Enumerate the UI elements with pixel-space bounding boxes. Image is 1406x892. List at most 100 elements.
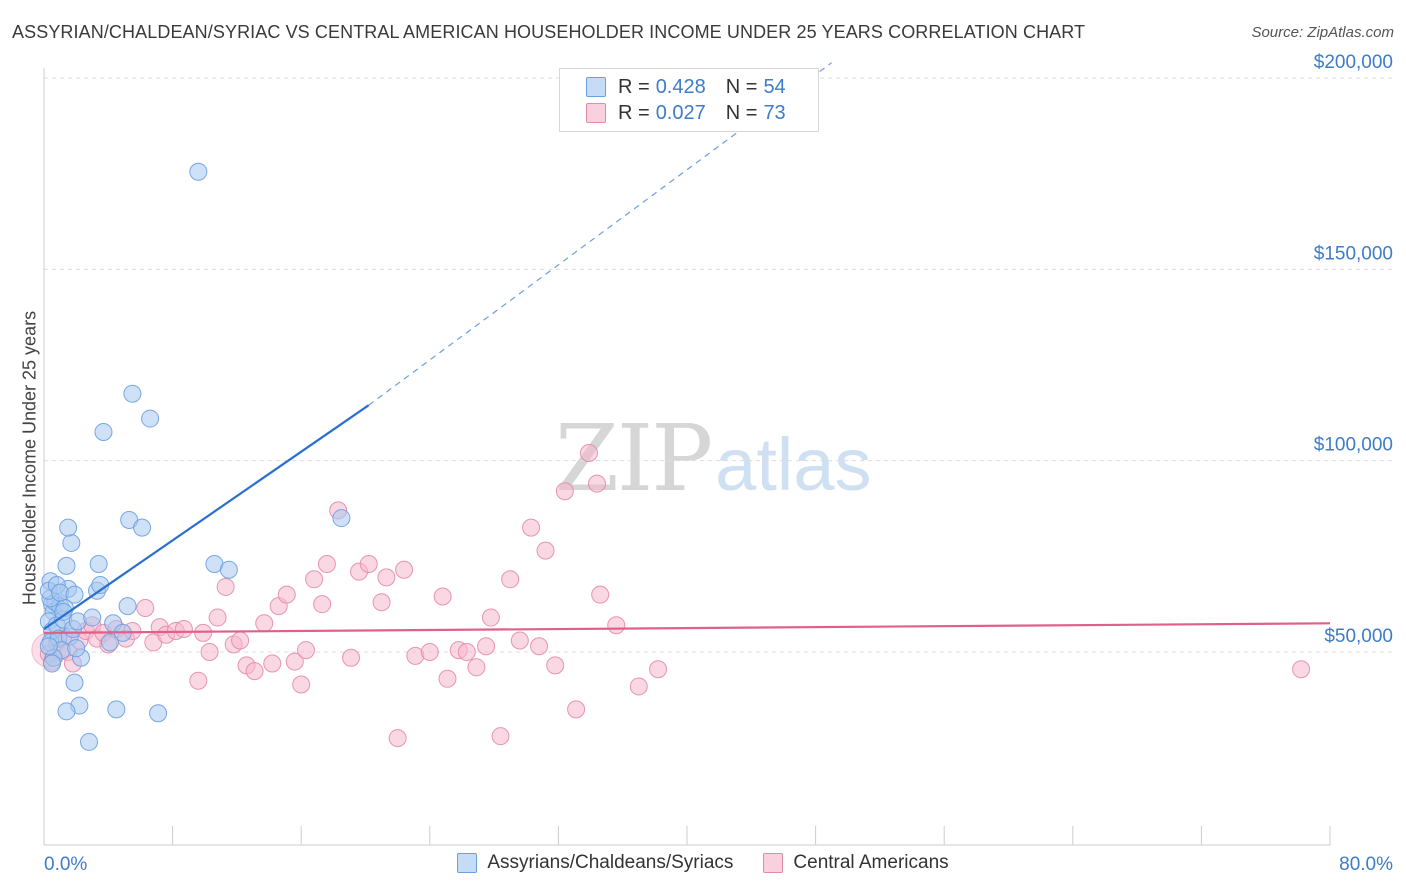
legend-r-label: R = xyxy=(618,101,650,124)
legend-swatch-blue xyxy=(457,853,478,873)
source-label: Source: ZipAtlas.com xyxy=(1251,24,1394,41)
central-american-point xyxy=(433,587,452,606)
central-american-point xyxy=(292,675,311,694)
assyrian-trend-line xyxy=(43,404,370,630)
y-axis-label: Householder Income Under 25 years xyxy=(19,310,40,606)
central-american-point xyxy=(388,729,407,748)
assyrian-point xyxy=(100,633,119,652)
legend-row-central-americans: R = 0.027 N = 73 xyxy=(586,100,786,126)
central-american-points xyxy=(31,444,1311,748)
legend-row-assyrians: R = 0.428 N = 54 xyxy=(586,74,786,100)
central-american-trend-line xyxy=(43,622,1331,634)
central-american-point xyxy=(481,608,500,627)
central-american-point xyxy=(395,560,414,579)
central-american-point xyxy=(567,700,586,719)
legend-n-value: 73 xyxy=(763,101,786,124)
central-american-point xyxy=(194,623,213,642)
central-american-point xyxy=(530,637,549,656)
legend-item-central-americans: Central Americans xyxy=(763,852,949,874)
assyrian-point xyxy=(57,702,76,721)
assyrian-point xyxy=(219,560,238,579)
central-american-point xyxy=(136,598,155,617)
central-american-point xyxy=(522,518,541,537)
legend-n-label: N = xyxy=(725,101,758,124)
assyrian-point xyxy=(107,700,126,719)
assyrian-point xyxy=(62,533,81,552)
correlation-legend: R = 0.428 N = 54 R = 0.027 N = 73 xyxy=(559,68,819,132)
tick-labels: $50,000 $100,000 $150,000 $200,000 0.0% 80.0% xyxy=(44,52,1393,875)
x-tick-label: 80.0% xyxy=(1339,854,1393,875)
central-american-point xyxy=(359,554,378,573)
assyrian-point xyxy=(43,654,62,673)
assyrian-point xyxy=(94,422,113,441)
central-american-point xyxy=(587,474,606,493)
central-american-point xyxy=(377,568,396,587)
central-american-point xyxy=(277,585,296,604)
x-tick-label: 0.0% xyxy=(44,854,87,875)
central-american-point xyxy=(1292,660,1311,679)
central-american-point xyxy=(555,482,574,501)
central-american-point xyxy=(591,585,610,604)
assyrian-points xyxy=(39,162,351,751)
legend-swatch-pink xyxy=(763,853,784,873)
central-american-point xyxy=(491,727,510,746)
legend-r-value: 0.027 xyxy=(655,101,706,124)
legend-n-value: 54 xyxy=(763,75,786,98)
assyrian-point xyxy=(80,732,99,751)
assyrian-point xyxy=(149,704,168,723)
y-tick-label: $150,000 xyxy=(1314,243,1393,264)
legend-n-label: N = xyxy=(725,75,758,98)
central-american-point xyxy=(649,660,668,679)
central-american-point xyxy=(372,593,391,612)
assyrian-point xyxy=(133,518,152,537)
legend-item-assyrians: Assyrians/Chaldeans/Syriacs xyxy=(457,852,733,874)
central-american-point xyxy=(467,658,486,677)
central-american-point xyxy=(208,608,227,627)
assyrian-trend-extension xyxy=(368,62,833,406)
y-tick-label: $50,000 xyxy=(1324,626,1393,647)
central-american-point xyxy=(189,671,208,690)
assyrian-point xyxy=(141,409,160,428)
series-legend: Assyrians/Chaldeans/Syriacs Central Amer… xyxy=(0,852,1406,874)
central-american-point xyxy=(510,631,529,650)
central-american-point xyxy=(305,570,324,589)
central-american-point xyxy=(263,654,282,673)
y-tick-label: $100,000 xyxy=(1314,435,1393,456)
legend-swatch-pink xyxy=(586,103,606,123)
central-american-point xyxy=(231,631,250,650)
legend-label-assyrians: Assyrians/Chaldeans/Syriacs xyxy=(487,852,734,873)
trend-lines xyxy=(43,62,1331,634)
legend-r-value: 0.428 xyxy=(655,75,706,98)
central-american-point xyxy=(200,643,219,661)
assyrian-point xyxy=(89,554,108,573)
central-american-point xyxy=(477,637,496,656)
central-american-point xyxy=(317,554,336,573)
central-american-point xyxy=(501,570,520,589)
axes xyxy=(43,68,1331,846)
chart-title: ASSYRIAN/CHALDEAN/SYRIAC VS CENTRAL AMER… xyxy=(12,22,1086,42)
central-american-point xyxy=(255,614,274,633)
assyrian-point xyxy=(118,597,137,616)
central-american-point xyxy=(629,677,648,696)
central-american-point xyxy=(174,620,193,639)
central-american-point xyxy=(285,652,304,671)
assyrian-point xyxy=(39,637,58,656)
central-american-point xyxy=(313,595,332,614)
central-american-point xyxy=(579,444,598,463)
central-american-point xyxy=(546,656,565,675)
central-american-point xyxy=(536,541,555,560)
central-american-point xyxy=(420,643,439,661)
legend-r-label: R = xyxy=(618,75,650,98)
assyrian-point xyxy=(123,384,142,403)
legend-label-central-americans: Central Americans xyxy=(793,852,949,873)
assyrian-point xyxy=(65,585,84,604)
assyrian-point xyxy=(189,162,208,181)
assyrian-point xyxy=(65,673,84,692)
legend-swatch-blue xyxy=(586,77,606,97)
gridlines xyxy=(44,77,1394,653)
central-american-point xyxy=(438,669,457,688)
assyrian-point xyxy=(83,608,102,627)
assyrian-point xyxy=(59,518,78,537)
central-american-point xyxy=(342,648,361,667)
